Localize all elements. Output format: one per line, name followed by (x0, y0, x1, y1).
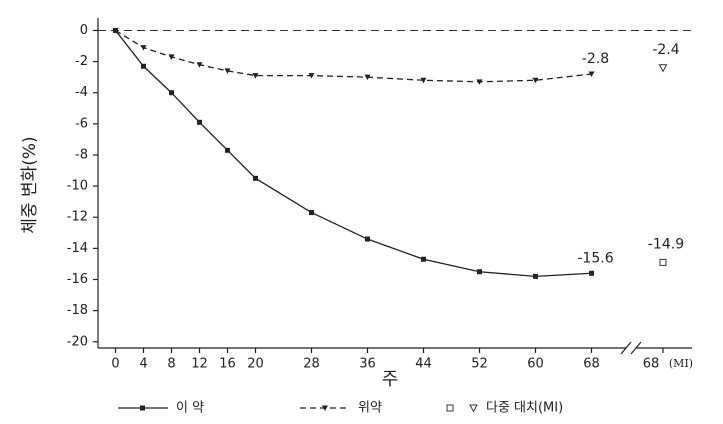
point (421, 256, 426, 262)
axis-break (620, 341, 642, 355)
legend-label: 위약 (358, 401, 382, 416)
point (309, 210, 314, 216)
y-tick-label: -8 (75, 147, 88, 162)
x-tick-label: 8 (167, 357, 175, 372)
mi-label: -14.9 (648, 236, 684, 252)
mi-point (659, 258, 667, 266)
end-label: -15.6 (577, 250, 613, 266)
point (253, 175, 258, 181)
x-tick-label: 28 (303, 357, 320, 372)
x-tick-label: 60 (527, 357, 544, 372)
y-tick-label: -16 (67, 272, 88, 287)
x-tick-label: 4 (139, 357, 147, 372)
point (420, 77, 427, 84)
point (477, 269, 482, 275)
legend-label: 이 약 (176, 401, 204, 416)
y-axis-label: 체중 변화(%) (20, 136, 40, 233)
x-tick-label: 0 (111, 357, 119, 372)
x-tick-label: 44 (415, 357, 432, 372)
x-tick-label: 68 (583, 357, 600, 372)
point (169, 90, 174, 96)
point (168, 54, 175, 60)
legend-marker (140, 405, 145, 411)
y-tick-label: -14 (67, 241, 88, 256)
point (252, 73, 259, 79)
x-tick-label: 36 (359, 357, 376, 372)
point (308, 73, 315, 79)
point (588, 71, 595, 78)
y-tick-label: -10 (67, 179, 88, 194)
legend-label: 다중 대치(MI) (486, 401, 563, 416)
x-tick-label: 20 (247, 357, 264, 372)
point (476, 79, 483, 85)
y-tick-label: -12 (67, 210, 88, 225)
mi-label: -2.4 (652, 42, 679, 58)
point (224, 68, 231, 74)
x-tick-label: 16 (219, 357, 236, 372)
point (533, 273, 538, 279)
series-line (115, 29, 592, 83)
mi-point (658, 64, 668, 73)
x-tick-label: 52 (471, 357, 488, 372)
point (141, 63, 146, 69)
y-tick-label: -2 (75, 54, 88, 69)
x-axis-label: 주 (382, 369, 399, 390)
y-tick-label: -20 (67, 334, 88, 349)
point (140, 45, 147, 51)
legend-marker (322, 405, 328, 411)
legend-marker (446, 404, 454, 412)
point (589, 270, 594, 276)
point (365, 236, 370, 242)
point (364, 74, 371, 81)
point (225, 147, 230, 153)
y-tick-label: -18 (67, 303, 88, 318)
series-line (114, 30, 592, 278)
y-tick-label: -6 (75, 116, 88, 131)
x-tick-label: (MI) (669, 357, 693, 370)
x-tick-label: 12 (191, 357, 208, 372)
point (112, 27, 119, 34)
point (196, 62, 203, 68)
legend-marker (469, 404, 478, 413)
y-tick-label: 0 (80, 23, 88, 38)
point (197, 119, 202, 125)
point (532, 77, 539, 84)
x-tick-label: 68 (643, 357, 660, 372)
y-tick-label: -4 (75, 85, 88, 100)
end-label: -2.8 (582, 51, 609, 67)
